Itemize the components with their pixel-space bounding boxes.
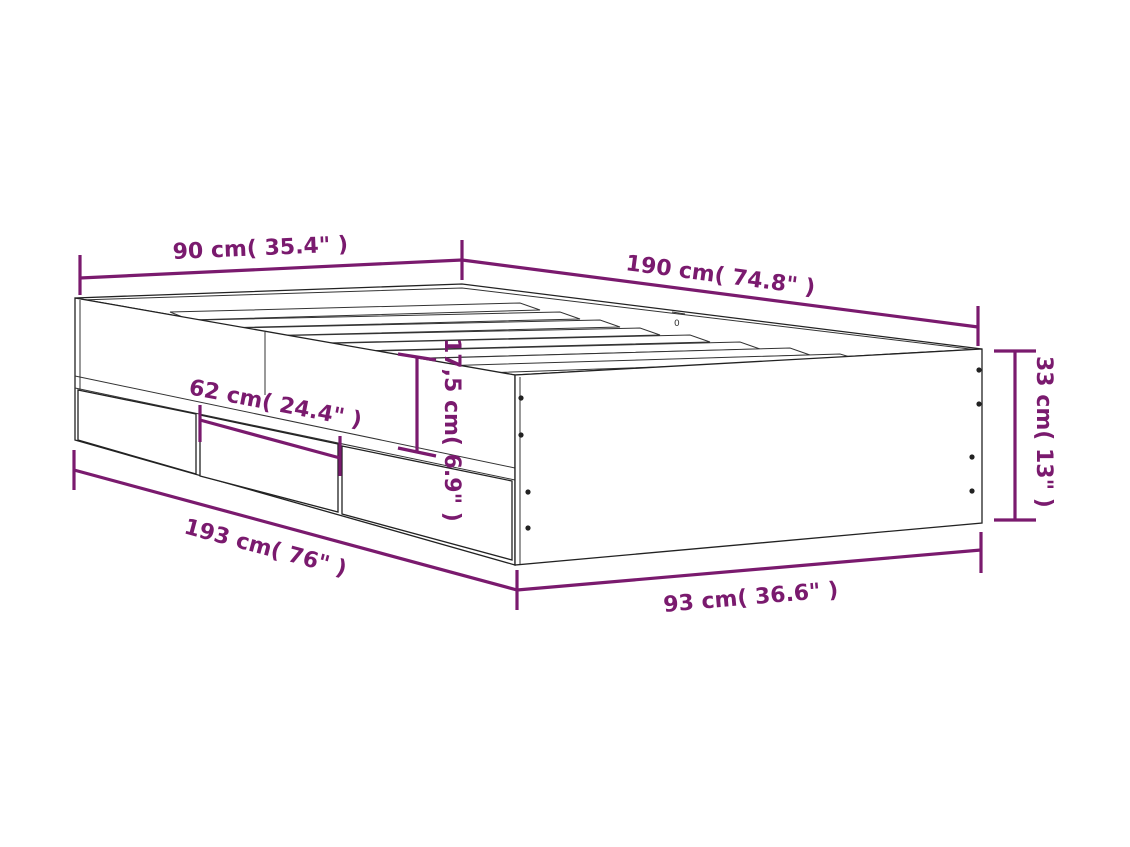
headboard-width-label: 90 cm( 35.4" ): [172, 232, 348, 265]
bed-frame: 0: [74, 283, 983, 566]
drawer-height-label: 17,5 cm( 6.9" ): [439, 338, 464, 522]
outer-length-label: 193 cm( 76" ): [181, 515, 349, 582]
outer-width-label: 93 cm( 36.6" ): [662, 578, 839, 618]
slats: [169, 302, 861, 376]
svg-text:0: 0: [674, 319, 680, 329]
drawers: [77, 389, 513, 561]
bolts: [518, 367, 982, 531]
dimension-lines: [72, 240, 1036, 610]
height-label: 33 cm( 13" ): [1031, 356, 1056, 508]
